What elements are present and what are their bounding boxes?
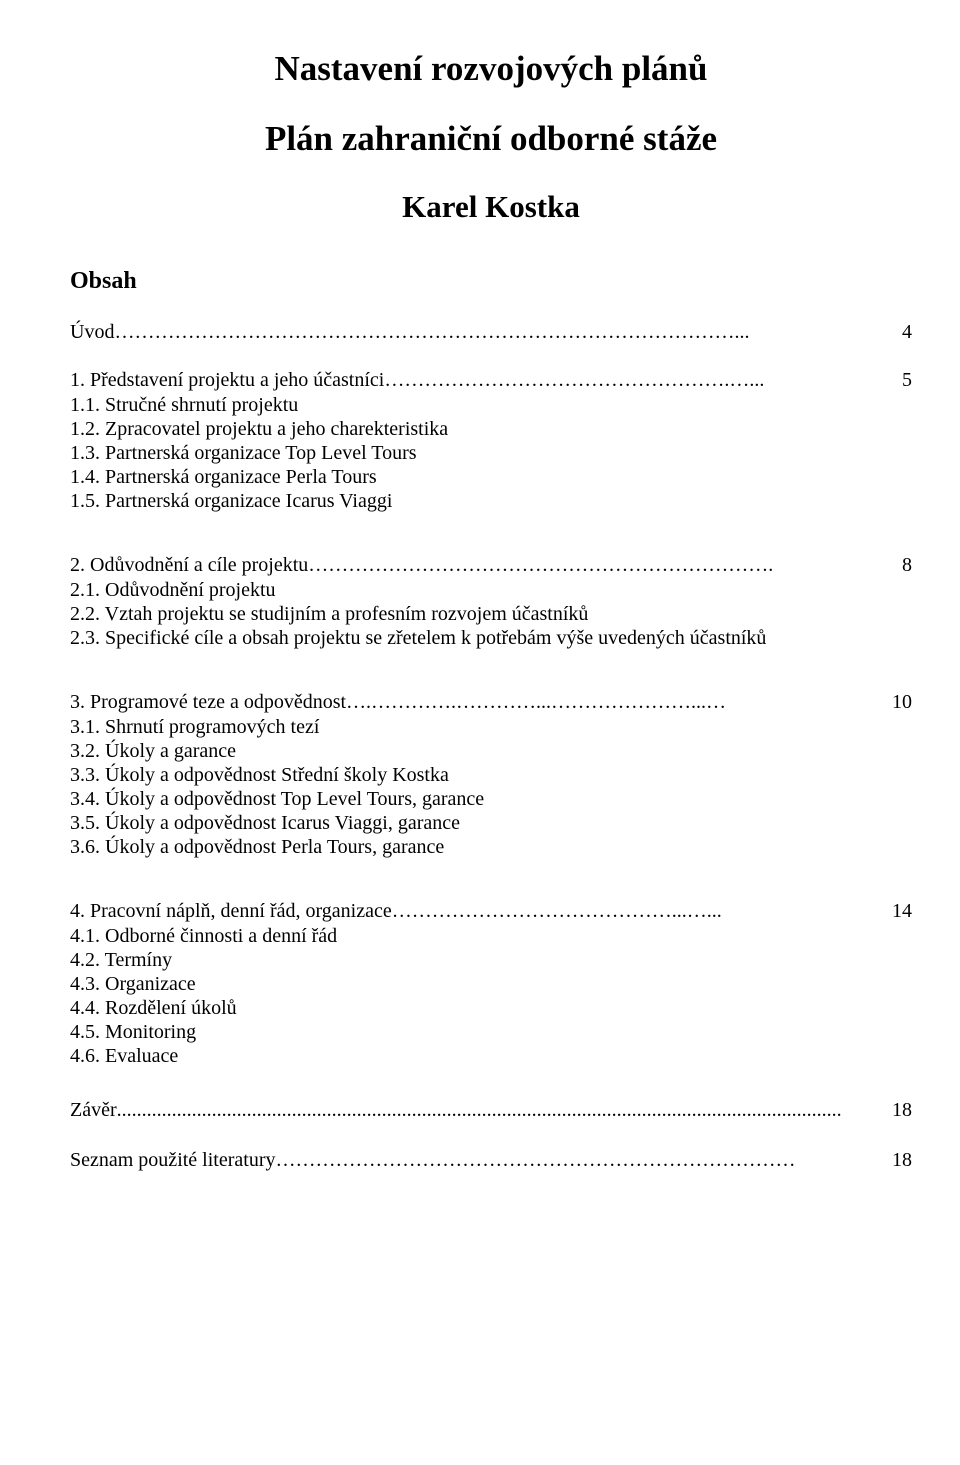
toc-leaders: ........................................… xyxy=(117,1098,890,1122)
toc-sub: 4.6. Evaluace xyxy=(70,1044,912,1068)
toc-sub: 3.3. Úkoly a odpovědnost Střední školy K… xyxy=(70,763,912,787)
toc-page-number: 18 xyxy=(890,1098,912,1122)
toc-sub: 3.2. Úkoly a garance xyxy=(70,739,912,763)
toc-sub: 4.4. Rozdělení úkolů xyxy=(70,996,912,1020)
toc-sub: 4.1. Odborné činnosti a denní řád xyxy=(70,924,912,948)
toc-leaders: ….………….…………...…………………...… xyxy=(346,690,890,714)
toc-sub: 3.5. Úkoly a odpovědnost Icarus Viaggi, … xyxy=(70,811,912,835)
toc-row-1: 1. Představení projektu a jeho účastníci… xyxy=(70,368,912,392)
toc-page-number: 4 xyxy=(900,320,912,344)
toc-block-zaver: Závěr ..................................… xyxy=(70,1098,912,1122)
toc-label: 3. Programové teze a odpovědnost xyxy=(70,690,346,714)
toc-block-uvod: Úvod …………………………………………………………………………………... … xyxy=(70,320,912,344)
author-name: Karel Kostka xyxy=(70,188,912,225)
toc-leaders: …………………………………………….…... xyxy=(384,368,900,392)
toc-sub: 2.2. Vztah projektu se studijním a profe… xyxy=(70,602,912,626)
toc-sub: 3.4. Úkoly a odpovědnost Top Level Tours… xyxy=(70,787,912,811)
toc-leaders: ……………………………………………………………. xyxy=(308,553,900,577)
toc-sub: 2.1. Odůvodnění projektu xyxy=(70,578,912,602)
toc-sub: 1.3. Partnerská organizace Top Level Tou… xyxy=(70,441,912,465)
toc-row-4: 4. Pracovní náplň, denní řád, organizace… xyxy=(70,899,912,923)
toc-leaders: …………………………………………………………………… xyxy=(275,1148,890,1172)
toc-sub: 4.2. Termíny xyxy=(70,948,912,972)
title-line-1: Nastavení rozvojových plánů xyxy=(70,48,912,90)
toc-sub: 3.6. Úkoly a odpovědnost Perla Tours, ga… xyxy=(70,835,912,859)
toc-label: 2. Odůvodnění a cíle projektu xyxy=(70,553,308,577)
toc-sub: 2.3. Specifické cíle a obsah projektu se… xyxy=(70,626,912,650)
toc-row-3: 3. Programové teze a odpovědnost ….………….… xyxy=(70,690,912,714)
toc-label: 4. Pracovní náplň, denní řád, organizace xyxy=(70,899,392,923)
toc-row-seznam: Seznam použité literatury ……………………………………… xyxy=(70,1148,912,1172)
toc-sub: 1.4. Partnerská organizace Perla Tours xyxy=(70,465,912,489)
toc-block-1: 1. Představení projektu a jeho účastníci… xyxy=(70,368,912,513)
toc-leaders: ……………………………………...…... xyxy=(392,899,890,923)
toc-sub: 1.2. Zpracovatel projektu a jeho charekt… xyxy=(70,417,912,441)
toc-block-3: 3. Programové teze a odpovědnost ….………….… xyxy=(70,690,912,859)
toc-page-number: 5 xyxy=(900,368,912,392)
document-page: Nastavení rozvojových plánů Plán zahrani… xyxy=(0,0,960,1465)
toc-page-number: 18 xyxy=(890,1148,912,1172)
toc-row-2: 2. Odůvodnění a cíle projektu …………………………… xyxy=(70,553,912,577)
title-line-2: Plán zahraniční odborné stáže xyxy=(70,118,912,160)
toc-label: Závěr xyxy=(70,1098,117,1122)
contents-heading: Obsah xyxy=(70,267,912,296)
toc-sub: 4.3. Organizace xyxy=(70,972,912,996)
toc-page-number: 14 xyxy=(890,899,912,923)
toc-label: Seznam použité literatury xyxy=(70,1148,275,1172)
toc-leaders: …………………………………………………………………………………... xyxy=(114,320,900,344)
toc-block-seznam: Seznam použité literatury ……………………………………… xyxy=(70,1148,912,1172)
toc-sub: 1.5. Partnerská organizace Icarus Viaggi xyxy=(70,489,912,513)
toc-sub: 1.1. Stručné shrnutí projektu xyxy=(70,393,912,417)
toc-page-number: 8 xyxy=(900,553,912,577)
toc-sub: 4.5. Monitoring xyxy=(70,1020,912,1044)
toc-block-4: 4. Pracovní náplň, denní řád, organizace… xyxy=(70,899,912,1068)
toc-row-zaver: Závěr ..................................… xyxy=(70,1098,912,1122)
toc-row-uvod: Úvod …………………………………………………………………………………... … xyxy=(70,320,912,344)
toc-sub: 3.1. Shrnutí programových tezí xyxy=(70,715,912,739)
title-block: Nastavení rozvojových plánů Plán zahrani… xyxy=(70,48,912,225)
toc-block-2: 2. Odůvodnění a cíle projektu …………………………… xyxy=(70,553,912,650)
toc-page-number: 10 xyxy=(890,690,912,714)
toc-label: 1. Představení projektu a jeho účastníci xyxy=(70,368,384,392)
toc-label: Úvod xyxy=(70,320,114,344)
